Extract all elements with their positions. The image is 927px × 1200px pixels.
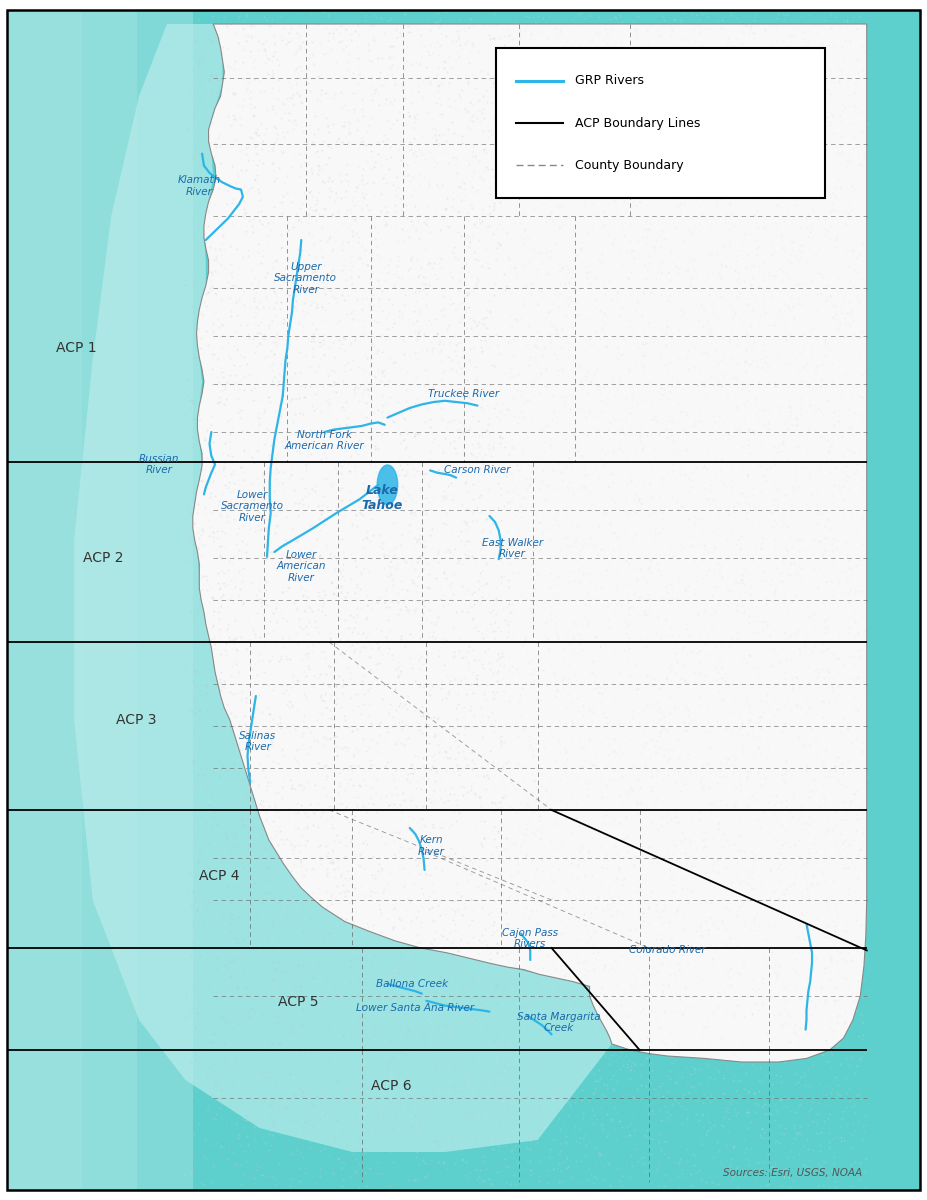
Text: Klamath
River: Klamath River [178,175,221,197]
Text: Lower
Sacramento
River: Lower Sacramento River [221,490,284,523]
Bar [7,10,82,1190]
Text: Truckee River: Truckee River [428,389,499,398]
Text: Santa Margarita
Creek: Santa Margarita Creek [517,1012,601,1033]
Text: ACP 1: ACP 1 [56,341,96,355]
Text: Carson River: Carson River [444,466,511,475]
Text: East Walker
River: East Walker River [482,538,543,559]
Text: ACP 3: ACP 3 [116,713,157,727]
Text: Lake
Tahoe: Lake Tahoe [362,484,402,512]
Text: Lower Santa Ana River: Lower Santa Ana River [356,1003,475,1013]
Bar [496,48,825,198]
Bar [7,10,193,1190]
Text: North Fork
American River: North Fork American River [285,430,364,451]
Text: Russian
River: Russian River [139,454,180,475]
Text: Colorado River: Colorado River [629,946,705,955]
Text: ACP 4: ACP 4 [199,869,240,883]
Text: ACP Boundary Lines: ACP Boundary Lines [575,116,700,130]
Text: Lower
American
River: Lower American River [276,550,326,583]
Ellipse shape [377,466,398,504]
Text: Kern
River: Kern River [418,835,444,857]
Text: GRP Rivers: GRP Rivers [575,74,643,88]
Polygon shape [193,24,867,1062]
Text: County Boundary: County Boundary [575,158,683,172]
Text: ACP 5: ACP 5 [278,995,319,1009]
Text: Cajon Pass
Rivers: Cajon Pass Rivers [502,928,558,949]
Bar [7,10,137,1190]
Text: Upper
Sacramento
River: Upper Sacramento River [274,262,337,295]
Polygon shape [74,24,612,1152]
Text: Ballona Creek: Ballona Creek [376,979,449,989]
Text: Sources: Esri, USGS, NOAA: Sources: Esri, USGS, NOAA [723,1169,862,1178]
Text: ACP 2: ACP 2 [83,551,124,565]
Text: ACP 6: ACP 6 [371,1079,412,1093]
Text: Salinas
River: Salinas River [239,731,276,752]
